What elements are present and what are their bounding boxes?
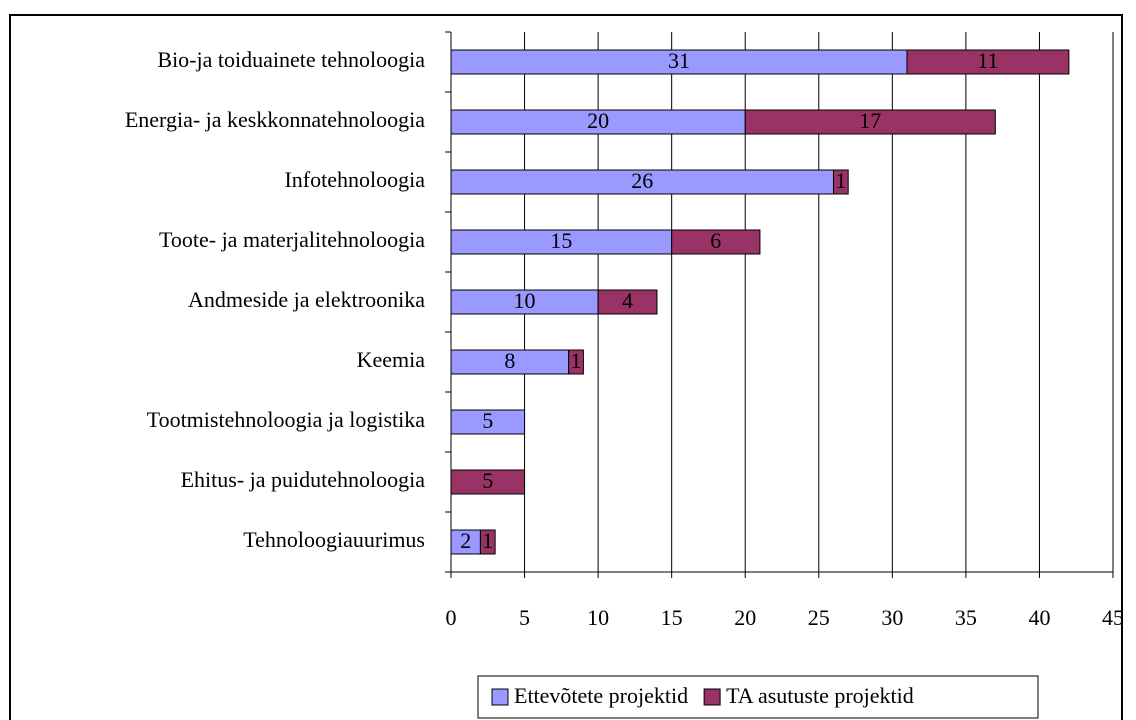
bar-segment (450, 289, 599, 315)
legend-swatch (491, 688, 509, 706)
y-tick-label: Tehnoloogiauurimus (243, 527, 425, 552)
bar-segment (450, 169, 834, 195)
data-label: 8 (504, 348, 515, 373)
data-label: 31 (668, 48, 690, 73)
y-tick-label: Keemia (357, 347, 426, 372)
data-label: 11 (977, 48, 998, 73)
legend-box (477, 675, 1039, 719)
bar-segment (597, 289, 658, 315)
bar-segment (671, 229, 761, 255)
bar-segment (450, 229, 673, 255)
y-tick-label: Andmeside ja elektroonika (188, 287, 425, 312)
x-tick-label: 40 (1028, 605, 1050, 630)
y-tick-label: Infotehnoloogia (284, 167, 425, 192)
x-tick-label: 0 (446, 605, 457, 630)
data-label: 17 (859, 108, 881, 133)
data-label: 1 (835, 168, 846, 193)
bar-segment (450, 349, 570, 375)
bar-segment (450, 469, 526, 495)
data-label: 5 (482, 468, 493, 493)
y-tick-label: Tootmistehnoloogia ja logistika (147, 407, 426, 432)
y-tick-label: Bio-ja toiduainete tehnoloogia (157, 47, 425, 72)
y-tick-label: Ehitus- ja puidutehnoloogia (181, 467, 426, 492)
x-tick-label: 35 (955, 605, 977, 630)
data-label: 1 (571, 348, 582, 373)
bar-segment (906, 49, 1070, 75)
x-tick-label: 30 (881, 605, 903, 630)
y-tick-label: Energia- ja keskkonnatehnoloogia (125, 107, 425, 132)
bar-segment (450, 109, 746, 135)
x-tick-label: 5 (519, 605, 530, 630)
data-label: 20 (587, 108, 609, 133)
bar-segment (450, 409, 526, 435)
legend-swatch (703, 688, 721, 706)
data-label: 5 (482, 408, 493, 433)
data-label: 15 (550, 228, 572, 253)
data-label: 4 (622, 288, 633, 313)
bar-segment (568, 349, 584, 375)
x-tick-label: 45 (1102, 605, 1124, 630)
bar-segment (450, 529, 481, 555)
x-tick-label: 25 (808, 605, 830, 630)
chart-frame (9, 14, 1123, 720)
data-label: 1 (482, 528, 493, 553)
data-label: 26 (631, 168, 653, 193)
legend-label: Ettevõtete projektid (514, 683, 688, 708)
bar-segment (744, 109, 996, 135)
data-label: 6 (710, 228, 721, 253)
bar-segment (832, 169, 849, 195)
x-tick-label: 15 (661, 605, 683, 630)
bar-segment (479, 529, 496, 555)
x-tick-label: 10 (587, 605, 609, 630)
data-label: 2 (460, 528, 471, 553)
legend-label: TA asutuste projektid (726, 683, 914, 708)
y-tick-label: Toote- ja materjalitehnoloogia (159, 227, 425, 252)
data-label: 10 (514, 288, 536, 313)
x-tick-label: 20 (734, 605, 756, 630)
